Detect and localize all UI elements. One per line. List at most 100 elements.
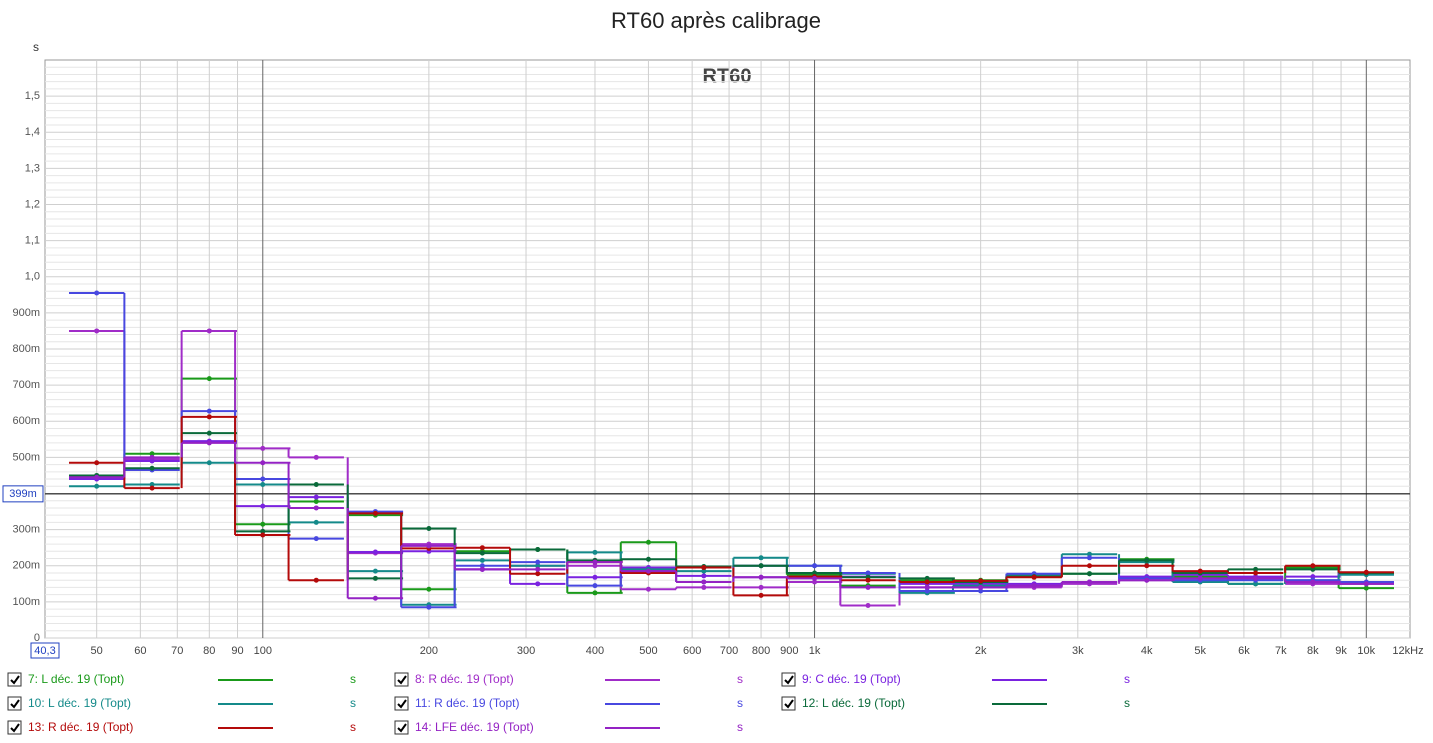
- legend-checkbox[interactable]: [7, 696, 22, 711]
- band-point: [260, 460, 266, 466]
- band-point: [1031, 583, 1037, 589]
- legend-label: 9: C déc. 19 (Topt): [802, 672, 901, 686]
- band-point: [1086, 571, 1092, 577]
- band-point: [260, 476, 266, 482]
- band-point: [206, 430, 212, 436]
- band-point: [592, 583, 598, 589]
- y-tick-label: 0: [34, 632, 40, 644]
- x-tick-label: 700: [720, 645, 738, 657]
- band-point: [426, 604, 432, 610]
- band-point: [812, 579, 818, 585]
- x-start-box: [30, 642, 60, 659]
- band-point: [535, 563, 541, 569]
- legend-checkbox[interactable]: [394, 720, 409, 735]
- band-point: [479, 563, 485, 569]
- band-point: [206, 414, 212, 420]
- band-point: [592, 574, 598, 580]
- legend-label: 14: LFE déc. 19 (Topt): [415, 720, 534, 734]
- band-point: [206, 440, 212, 446]
- legend-label: 8: R déc. 19 (Topt): [415, 672, 514, 686]
- x-tick-label: 300: [517, 645, 535, 657]
- band-point: [1310, 566, 1316, 572]
- band-point: [592, 559, 598, 565]
- x-end-label: 12kHz: [1392, 645, 1423, 657]
- band-point: [313, 577, 319, 583]
- band-point: [1253, 570, 1259, 576]
- band-point: [260, 445, 266, 451]
- y-tick-label: 1,3: [25, 162, 40, 174]
- band-point: [1144, 557, 1150, 563]
- band-point: [1086, 551, 1092, 557]
- x-tick-label: 5k: [1194, 645, 1206, 657]
- y-tick-label: 1,4: [25, 126, 40, 138]
- band-point: [758, 555, 764, 561]
- band-point: [865, 570, 871, 576]
- y-tick-label: 100m: [12, 596, 40, 608]
- band-point: [313, 519, 319, 525]
- band-point: [535, 566, 541, 572]
- band-point: [260, 528, 266, 534]
- inner-title: RT60: [703, 65, 752, 87]
- band-point: [924, 575, 930, 581]
- band-point: [645, 586, 651, 592]
- band-point: [313, 481, 319, 487]
- legend-label: 13: R déc. 19 (Topt): [28, 720, 133, 734]
- legend-unit: s: [1124, 696, 1130, 710]
- legend-checkmark: [397, 675, 407, 685]
- band-point: [758, 574, 764, 580]
- band-point: [701, 565, 707, 571]
- legend-label: 10: L déc. 19 (Topt): [28, 696, 131, 710]
- x-tick-label: 80: [203, 645, 215, 657]
- legend-checkmark: [10, 699, 20, 709]
- band-point: [479, 545, 485, 551]
- x-tick-label: 600: [683, 645, 701, 657]
- band-point: [313, 536, 319, 542]
- band-point: [426, 586, 432, 592]
- band-point: [978, 588, 984, 594]
- band-point: [978, 584, 984, 590]
- legend-checkbox[interactable]: [781, 672, 796, 687]
- band-point: [535, 546, 541, 552]
- band-point: [206, 460, 212, 466]
- legend-checkbox[interactable]: [781, 696, 796, 711]
- band-point: [1197, 575, 1203, 581]
- band-point: [313, 494, 319, 500]
- band-point: [592, 563, 598, 569]
- cursor-box: [2, 485, 44, 503]
- legend-checkbox[interactable]: [7, 672, 22, 687]
- band-point: [1253, 581, 1259, 587]
- y-tick-label: 1,1: [25, 235, 40, 247]
- legend-checkmark: [397, 723, 407, 733]
- band-point: [924, 579, 930, 585]
- cursor-label: 399m: [9, 488, 37, 500]
- band-point: [94, 328, 100, 334]
- band-point: [479, 566, 485, 572]
- x-tick-label: 8k: [1307, 645, 1319, 657]
- x-tick-label: 6k: [1238, 645, 1250, 657]
- band-point: [260, 532, 266, 538]
- band-point: [426, 526, 432, 532]
- legend-label: 7: L déc. 19 (Topt): [28, 672, 124, 686]
- band-point: [701, 584, 707, 590]
- band-point: [149, 458, 155, 464]
- band-point: [645, 568, 651, 574]
- band-point: [1310, 574, 1316, 580]
- x-tick-label: 50: [91, 645, 103, 657]
- legend-checkmark: [784, 699, 794, 709]
- legend-checkbox[interactable]: [394, 672, 409, 687]
- x-tick-label: 200: [420, 645, 438, 657]
- legend-checkbox[interactable]: [394, 696, 409, 711]
- legend-checkbox[interactable]: [7, 720, 22, 735]
- band-point: [260, 481, 266, 487]
- band-point: [1197, 568, 1203, 574]
- band-point: [94, 474, 100, 480]
- band-point: [313, 505, 319, 511]
- band-point: [865, 602, 871, 608]
- x-tick-label: 800: [752, 645, 770, 657]
- band-point: [1363, 569, 1369, 575]
- x-tick-label: 500: [639, 645, 657, 657]
- y-tick-label: 200m: [12, 560, 40, 572]
- band-point: [1144, 577, 1150, 583]
- legend-checkmark: [397, 699, 407, 709]
- band-point: [592, 590, 598, 596]
